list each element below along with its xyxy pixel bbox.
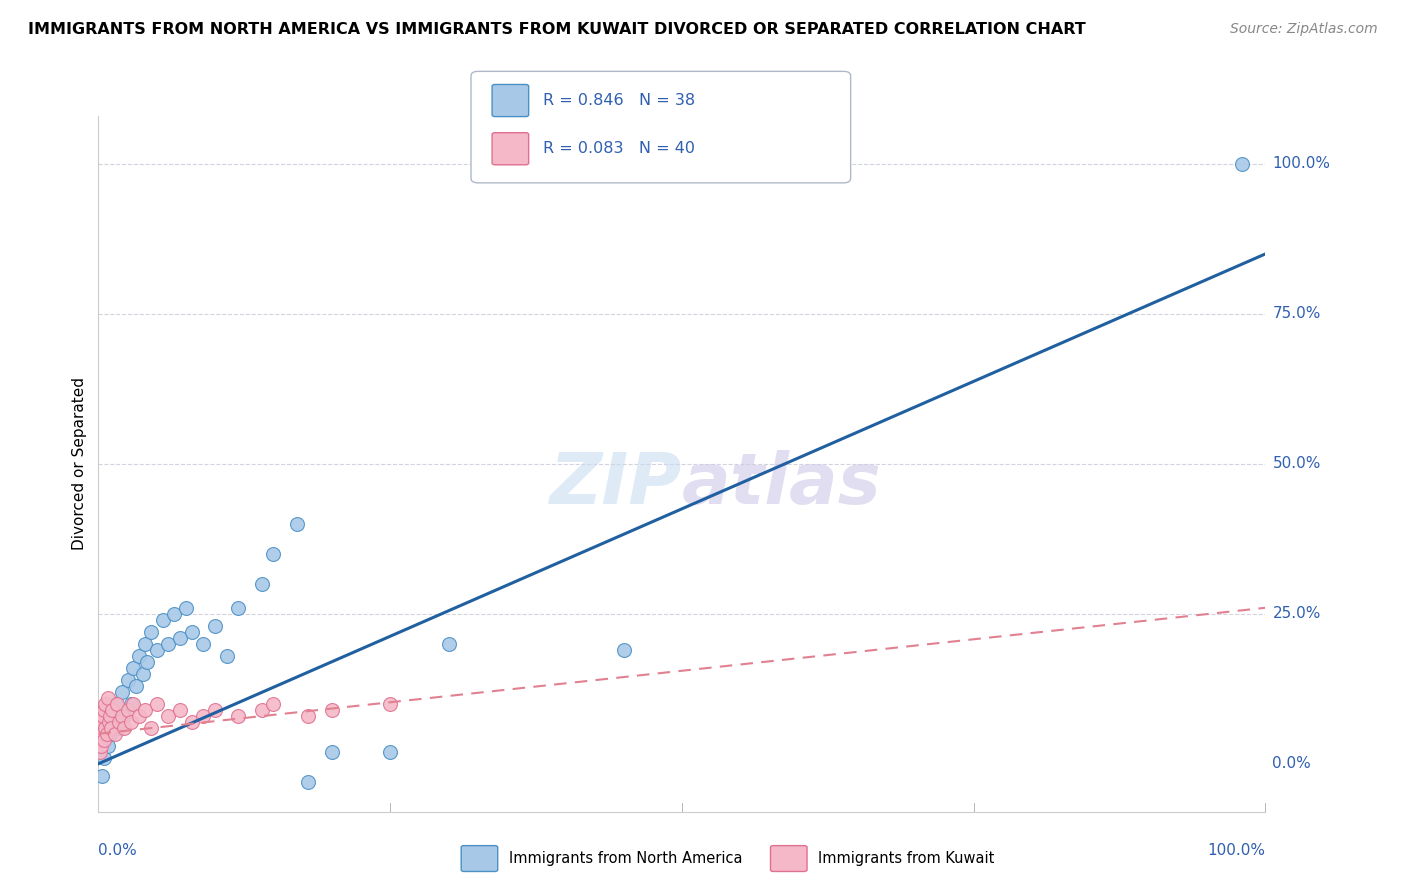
Point — [91, 727, 114, 741]
Text: ZIP: ZIP — [550, 450, 682, 519]
Point — [112, 708, 135, 723]
Point — [169, 703, 191, 717]
Point — [193, 708, 215, 723]
Point — [139, 624, 162, 639]
Point — [93, 732, 115, 747]
Point — [97, 714, 120, 729]
Text: 0.0%: 0.0% — [1272, 756, 1312, 772]
Text: R = 0.846   N = 38: R = 0.846 N = 38 — [543, 93, 695, 108]
Point — [437, 637, 460, 651]
Point — [157, 637, 180, 651]
Point — [128, 648, 150, 663]
Point — [89, 745, 111, 759]
Point — [134, 703, 156, 717]
Text: 75.0%: 75.0% — [1272, 306, 1320, 321]
Point — [101, 708, 124, 723]
Point — [122, 661, 145, 675]
Point — [90, 739, 112, 753]
Point — [321, 745, 343, 759]
Y-axis label: Divorced or Separated: Divorced or Separated — [72, 377, 87, 550]
Point — [125, 679, 148, 693]
Point — [111, 685, 134, 699]
Point — [297, 774, 319, 789]
Point — [204, 703, 226, 717]
Point — [228, 708, 250, 723]
Point — [111, 708, 134, 723]
Text: R = 0.083   N = 40: R = 0.083 N = 40 — [543, 141, 695, 156]
Point — [180, 624, 202, 639]
Point — [90, 721, 112, 735]
Point — [104, 697, 127, 711]
Point — [108, 714, 131, 729]
Text: IMMIGRANTS FROM NORTH AMERICA VS IMMIGRANTS FROM KUWAIT DIVORCED OR SEPARATED CO: IMMIGRANTS FROM NORTH AMERICA VS IMMIGRA… — [28, 22, 1085, 37]
Text: Immigrants from Kuwait: Immigrants from Kuwait — [818, 851, 994, 866]
Point — [105, 697, 128, 711]
Point — [104, 727, 127, 741]
Point — [378, 697, 402, 711]
Text: 100.0%: 100.0% — [1272, 156, 1330, 171]
Point — [152, 613, 174, 627]
Point — [163, 607, 186, 621]
Point — [117, 703, 139, 717]
Point — [122, 697, 145, 711]
Point — [89, 732, 111, 747]
Point — [97, 690, 120, 705]
Point — [93, 750, 115, 764]
Point — [193, 637, 215, 651]
Point — [136, 655, 159, 669]
Point — [98, 727, 121, 741]
Text: 100.0%: 100.0% — [1208, 843, 1265, 858]
Point — [250, 703, 273, 717]
Text: atlas: atlas — [682, 450, 882, 519]
Point — [228, 600, 250, 615]
Point — [134, 637, 156, 651]
Point — [204, 619, 226, 633]
Point — [174, 600, 197, 615]
Point — [157, 708, 180, 723]
Point — [262, 697, 284, 711]
Point — [146, 697, 169, 711]
Point — [101, 703, 124, 717]
Point — [97, 739, 120, 753]
Point — [100, 721, 122, 735]
Point — [96, 727, 118, 741]
Point — [169, 631, 191, 645]
Point — [94, 721, 117, 735]
Text: 25.0%: 25.0% — [1272, 607, 1320, 622]
Point — [117, 673, 139, 687]
Text: Immigrants from North America: Immigrants from North America — [509, 851, 742, 866]
Point — [93, 703, 115, 717]
Point — [1230, 157, 1253, 171]
Point — [180, 714, 202, 729]
Point — [108, 721, 131, 735]
Point — [612, 642, 634, 657]
Point — [250, 576, 273, 591]
Point — [120, 697, 142, 711]
Point — [139, 721, 162, 735]
Text: 50.0%: 50.0% — [1272, 457, 1320, 471]
Point — [91, 708, 114, 723]
Point — [90, 714, 112, 729]
Point — [215, 648, 238, 663]
Text: Source: ZipAtlas.com: Source: ZipAtlas.com — [1230, 22, 1378, 37]
Point — [146, 642, 169, 657]
Point — [132, 666, 155, 681]
Point — [262, 547, 284, 561]
Point — [285, 516, 308, 531]
Point — [128, 708, 150, 723]
Point — [90, 769, 112, 783]
Point — [112, 721, 135, 735]
Point — [94, 697, 117, 711]
Point — [297, 708, 319, 723]
Point — [120, 714, 142, 729]
Point — [378, 745, 402, 759]
Point — [98, 708, 121, 723]
Text: 0.0%: 0.0% — [98, 843, 138, 858]
Point — [321, 703, 343, 717]
